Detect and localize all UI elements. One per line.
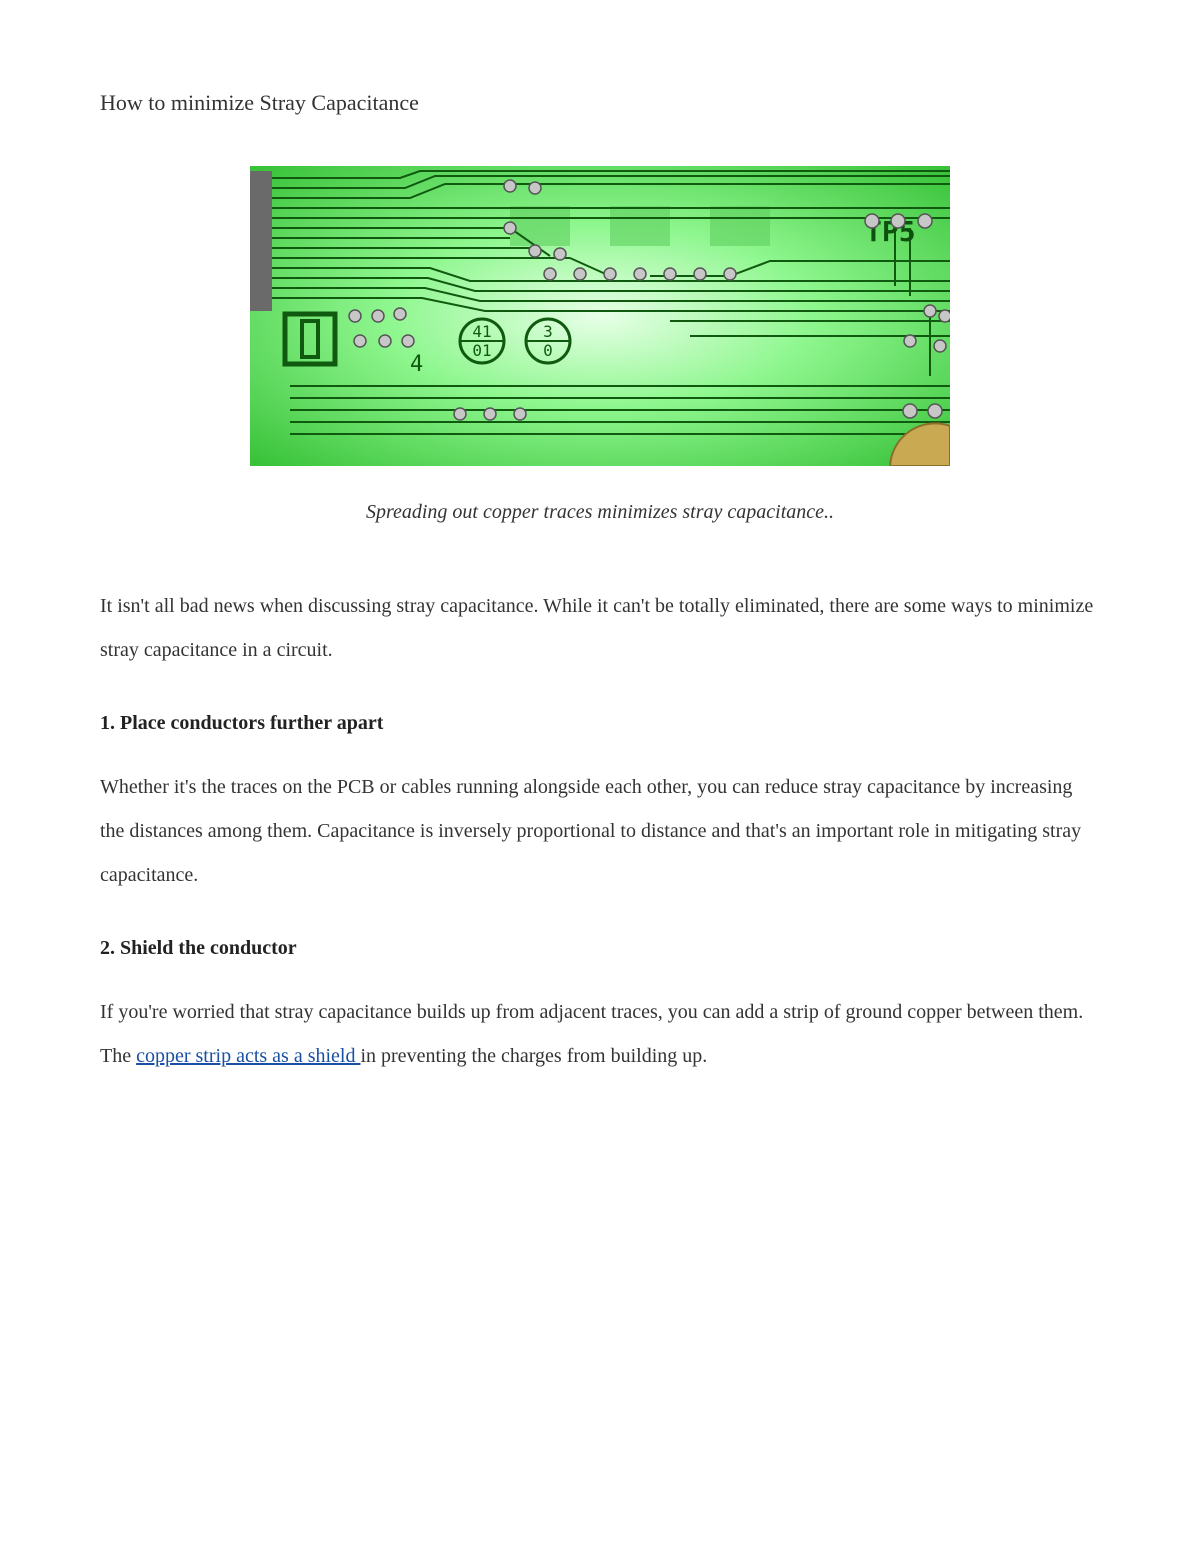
- section-1-heading: 1. Place conductors further apart: [100, 712, 1100, 735]
- silk-label-01: 01: [472, 341, 491, 360]
- page-title: How to minimize Stray Capacitance: [100, 90, 1100, 116]
- figure-caption: Spreading out copper traces minimizes st…: [100, 501, 1100, 524]
- silk-label-4: 4: [410, 352, 423, 377]
- silk-label-0: 0: [543, 341, 553, 360]
- section-1-body: Whether it's the traces on the PCB or ca…: [100, 765, 1100, 897]
- copper-shield-link[interactable]: copper strip acts as a shield: [136, 1045, 360, 1067]
- section-2-post: in preventing the charges from building …: [360, 1045, 707, 1067]
- document-page: How to minimize Stray Capacitance: [0, 0, 1200, 1553]
- pcb-image: 41 01 3 0 4 TP5: [250, 166, 950, 466]
- silk-label-3: 3: [543, 322, 553, 341]
- section-2-heading: 2. Shield the conductor: [100, 937, 1100, 960]
- silk-label-41: 41: [472, 322, 491, 341]
- figure: 41 01 3 0 4 TP5: [100, 166, 1100, 524]
- section-2-body: If you're worried that stray capacitance…: [100, 990, 1100, 1078]
- intro-paragraph: It isn't all bad news when discussing st…: [100, 584, 1100, 672]
